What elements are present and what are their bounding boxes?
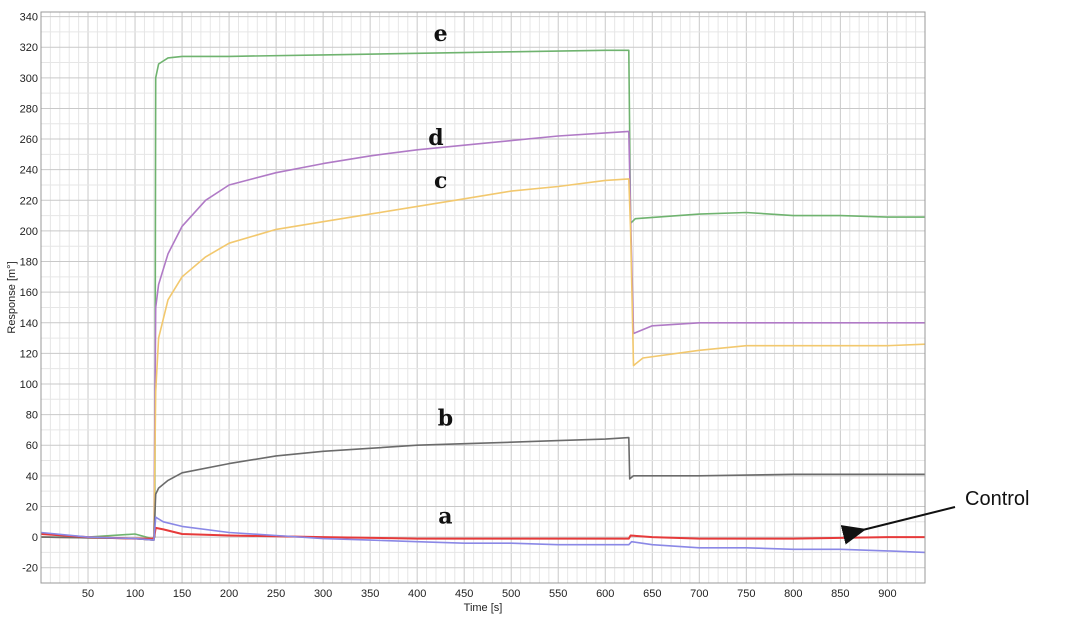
x-tick-label: 150 bbox=[173, 588, 191, 600]
x-tick-label: 700 bbox=[690, 588, 708, 600]
x-tick-label: 50 bbox=[82, 588, 94, 600]
x-tick-label: 300 bbox=[314, 588, 332, 600]
y-tick-label: 320 bbox=[20, 42, 38, 54]
y-tick-label: 260 bbox=[20, 134, 38, 146]
x-tick-label: 550 bbox=[549, 588, 567, 600]
x-tick-label: 350 bbox=[361, 588, 379, 600]
curve-label-a: a bbox=[438, 503, 452, 529]
series-curves bbox=[40, 49, 926, 554]
x-tick-label: 100 bbox=[126, 588, 144, 600]
x-tick-label: 450 bbox=[455, 588, 473, 600]
x-tick-label: 250 bbox=[267, 588, 285, 600]
grid-lines bbox=[41, 12, 925, 583]
control-arrow bbox=[840, 506, 956, 545]
y-tick-label: 160 bbox=[20, 287, 38, 299]
series-line-c bbox=[40, 178, 926, 541]
y-tick-label: 280 bbox=[20, 103, 38, 115]
y-tick-label: 340 bbox=[20, 12, 38, 24]
curve-label-d: d bbox=[428, 125, 443, 151]
series-line-control bbox=[40, 516, 926, 554]
curve-label-b: b bbox=[438, 405, 453, 431]
curve-label-c: c bbox=[434, 168, 447, 194]
x-tick-label: 600 bbox=[596, 588, 614, 600]
x-tick-label: 850 bbox=[831, 588, 849, 600]
plot-frame bbox=[40, 11, 926, 584]
y-tick-label: 140 bbox=[20, 318, 38, 330]
y-axis-ticks: -20 0 20 40 60 80 100 120 140 160 180 200 220 240 260 2… bbox=[20, 12, 38, 575]
curve-labels: e dc b a Control bbox=[428, 21, 1029, 545]
x-axis-label: Time [s] bbox=[464, 602, 503, 614]
y-tick-label: 40 bbox=[26, 471, 38, 483]
x-tick-label: 800 bbox=[784, 588, 802, 600]
y-axis-label: Response [m°] bbox=[6, 261, 18, 333]
y-tick-label: 120 bbox=[20, 348, 38, 360]
x-tick-label: 900 bbox=[878, 588, 896, 600]
y-tick-label: 180 bbox=[20, 257, 38, 269]
y-tick-label: 80 bbox=[26, 410, 38, 422]
series-line-d bbox=[40, 130, 925, 541]
control-annotation: Control bbox=[965, 488, 1029, 510]
y-tick-label: 300 bbox=[20, 73, 38, 85]
y-tick-label: 60 bbox=[26, 440, 38, 452]
curve-label-e: e bbox=[434, 21, 448, 47]
series-line-b bbox=[40, 436, 925, 541]
y-tick-label: 220 bbox=[20, 195, 38, 207]
x-tick-label: 750 bbox=[737, 588, 755, 600]
y-tick-label: 200 bbox=[20, 226, 38, 238]
y-tick-label: 0 bbox=[32, 532, 38, 544]
y-tick-label: -20 bbox=[22, 563, 38, 575]
x-axis-ticks: 50 100 150 200 250 300 350 400 450 500 550 600 650 70… bbox=[82, 588, 897, 600]
x-tick-label: 650 bbox=[643, 588, 661, 600]
y-tick-label: 20 bbox=[26, 501, 38, 513]
x-tick-label: 500 bbox=[502, 588, 520, 600]
x-tick-label: 200 bbox=[220, 588, 238, 600]
y-tick-label: 240 bbox=[20, 165, 38, 177]
y-tick-label: 100 bbox=[20, 379, 38, 391]
x-tick-label: 400 bbox=[408, 588, 426, 600]
